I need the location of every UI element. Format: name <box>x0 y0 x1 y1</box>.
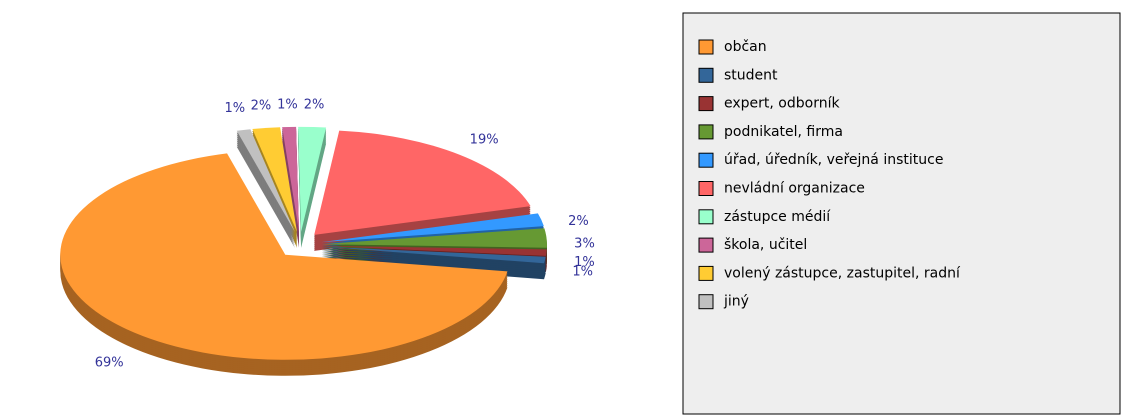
data-label: 1% <box>277 97 298 112</box>
slice-side <box>236 137 295 241</box>
legend-swatch <box>698 209 714 225</box>
data-label: 69% <box>95 356 124 371</box>
legend-label: expert, odborník <box>724 96 840 112</box>
legend-label: úřad, úředník, veřejná instituce <box>724 152 943 168</box>
slice-side <box>321 254 546 272</box>
slice-side <box>321 248 546 266</box>
legend-swatch <box>698 237 714 253</box>
legend-swatch <box>698 96 714 112</box>
data-label: 1% <box>225 101 246 116</box>
legend-swatch <box>698 181 714 196</box>
legend-box <box>682 12 1121 415</box>
slice-side <box>321 256 546 274</box>
slice <box>321 228 547 248</box>
slice <box>282 126 300 232</box>
slice-side <box>236 139 295 243</box>
data-label: 2% <box>568 214 589 229</box>
legend-label: škola, učitel <box>724 237 807 253</box>
legend-swatch <box>698 67 714 83</box>
slice <box>60 153 508 360</box>
slice-side <box>252 129 297 234</box>
legend-label: podnikatel, firma <box>724 124 843 140</box>
slice-side <box>236 133 295 237</box>
legend-label: nevládní organizace <box>724 181 865 197</box>
slice-side <box>252 131 297 236</box>
legend-label: zástupce médií <box>724 209 831 225</box>
legend-label: volený zástupce, zastupitel, radní <box>724 265 961 281</box>
slice-side <box>236 141 295 245</box>
slice <box>252 127 297 232</box>
slice <box>314 130 531 235</box>
slice <box>321 213 544 243</box>
data-label: 2% <box>251 99 272 114</box>
data-label: 1% <box>572 264 593 279</box>
data-label: 1% <box>574 255 595 270</box>
legend-swatch <box>698 152 714 168</box>
slice <box>321 245 547 256</box>
slice <box>236 129 295 233</box>
slice-side <box>321 250 546 268</box>
legend-swatch <box>698 39 714 55</box>
legend-swatch <box>698 294 714 310</box>
data-label: 3% <box>574 237 595 252</box>
slice-side <box>236 131 295 235</box>
slice-side <box>236 135 295 239</box>
slice-side <box>236 145 295 249</box>
data-label: 2% <box>304 97 325 112</box>
legend-swatch <box>698 265 714 281</box>
legend-label: jiný <box>723 294 749 310</box>
slice-side <box>321 252 546 270</box>
legend-swatch <box>698 124 714 140</box>
data-label: 19% <box>470 132 499 147</box>
legend-label: student <box>724 67 778 83</box>
slice <box>298 126 327 232</box>
legend-label: občan <box>724 39 767 55</box>
slice-side <box>236 143 295 247</box>
slice <box>321 246 546 264</box>
